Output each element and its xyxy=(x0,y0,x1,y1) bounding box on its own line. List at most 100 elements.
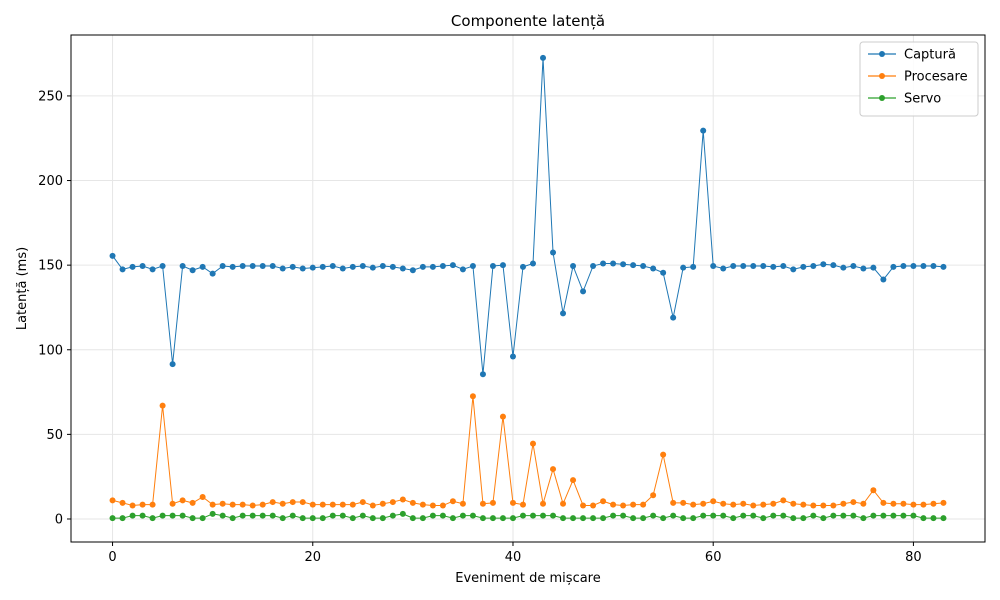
data-point xyxy=(620,502,627,509)
data-point xyxy=(319,515,326,522)
data-point xyxy=(499,515,506,522)
data-point xyxy=(509,515,516,522)
data-point xyxy=(850,499,857,506)
data-point xyxy=(209,510,216,517)
data-point xyxy=(900,512,907,519)
legend: Captură Procesare Servo xyxy=(859,41,979,117)
data-point xyxy=(570,477,577,484)
data-point xyxy=(199,515,206,522)
data-point xyxy=(199,493,206,500)
data-point xyxy=(780,512,787,519)
data-point xyxy=(930,500,937,507)
data-point xyxy=(369,515,376,522)
data-point xyxy=(219,512,226,519)
data-point xyxy=(540,512,547,519)
data-point xyxy=(419,515,426,522)
data-point xyxy=(550,512,557,519)
data-point xyxy=(550,249,557,256)
data-point xyxy=(469,512,476,519)
data-point xyxy=(429,512,436,519)
data-point xyxy=(580,515,587,522)
data-point xyxy=(409,499,416,506)
data-point xyxy=(580,288,587,295)
data-point xyxy=(830,502,837,509)
data-point xyxy=(720,265,727,272)
data-point xyxy=(590,515,597,522)
data-point xyxy=(540,54,547,61)
data-point xyxy=(810,262,817,269)
data-point xyxy=(439,262,446,269)
data-point xyxy=(479,500,486,507)
data-point xyxy=(239,262,246,269)
data-point xyxy=(630,501,637,508)
data-point xyxy=(660,451,667,458)
data-point xyxy=(459,266,466,273)
data-point xyxy=(570,262,577,269)
data-point xyxy=(830,512,837,519)
data-point xyxy=(730,501,737,508)
data-point xyxy=(890,263,897,270)
data-point xyxy=(179,262,186,269)
data-point xyxy=(550,466,557,473)
data-point xyxy=(279,265,286,272)
data-point xyxy=(840,512,847,519)
data-point xyxy=(109,497,116,504)
data-point xyxy=(399,496,406,503)
data-point xyxy=(359,512,366,519)
data-point xyxy=(940,515,947,522)
data-point xyxy=(720,512,727,519)
plot-frame xyxy=(70,34,986,543)
data-point xyxy=(399,510,406,517)
data-point xyxy=(469,393,476,400)
data-point xyxy=(600,515,607,522)
x-axis-label: Eveniment de mișcare xyxy=(455,571,601,586)
data-point xyxy=(660,269,667,276)
data-point xyxy=(530,260,537,267)
grid xyxy=(71,35,985,542)
data-point xyxy=(940,263,947,270)
data-point xyxy=(149,515,156,522)
data-point xyxy=(199,263,206,270)
data-point xyxy=(870,487,877,494)
data-point xyxy=(610,260,617,267)
data-point xyxy=(409,515,416,522)
data-point xyxy=(570,515,577,522)
data-point xyxy=(560,500,567,507)
data-point xyxy=(910,262,917,269)
data-point xyxy=(800,501,807,508)
data-point xyxy=(540,500,547,507)
data-point xyxy=(840,500,847,507)
data-point xyxy=(850,512,857,519)
data-point xyxy=(179,512,186,519)
data-point xyxy=(269,262,276,269)
data-point xyxy=(259,512,266,519)
data-point xyxy=(489,499,496,506)
data-point xyxy=(590,502,597,509)
data-point xyxy=(189,499,196,506)
data-point xyxy=(560,515,567,522)
data-point xyxy=(910,501,917,508)
x-tick-label: 20 xyxy=(304,550,321,565)
data-point xyxy=(219,262,226,269)
data-point xyxy=(299,265,306,272)
data-point xyxy=(519,512,526,519)
y-tick-label: 150 xyxy=(38,259,63,274)
y-tick-label: 200 xyxy=(38,174,63,189)
data-point xyxy=(349,263,356,270)
data-point xyxy=(139,512,146,519)
data-point xyxy=(740,500,747,507)
data-point xyxy=(109,515,116,522)
data-point xyxy=(239,501,246,508)
data-point xyxy=(489,515,496,522)
data-point xyxy=(910,512,917,519)
data-point xyxy=(710,512,717,519)
data-point xyxy=(339,512,346,519)
data-point xyxy=(409,267,416,274)
data-point xyxy=(740,512,747,519)
data-point xyxy=(169,512,176,519)
data-point xyxy=(930,515,937,522)
data-point xyxy=(880,499,887,506)
data-point xyxy=(650,492,657,499)
data-point xyxy=(189,267,196,274)
data-point xyxy=(459,500,466,507)
